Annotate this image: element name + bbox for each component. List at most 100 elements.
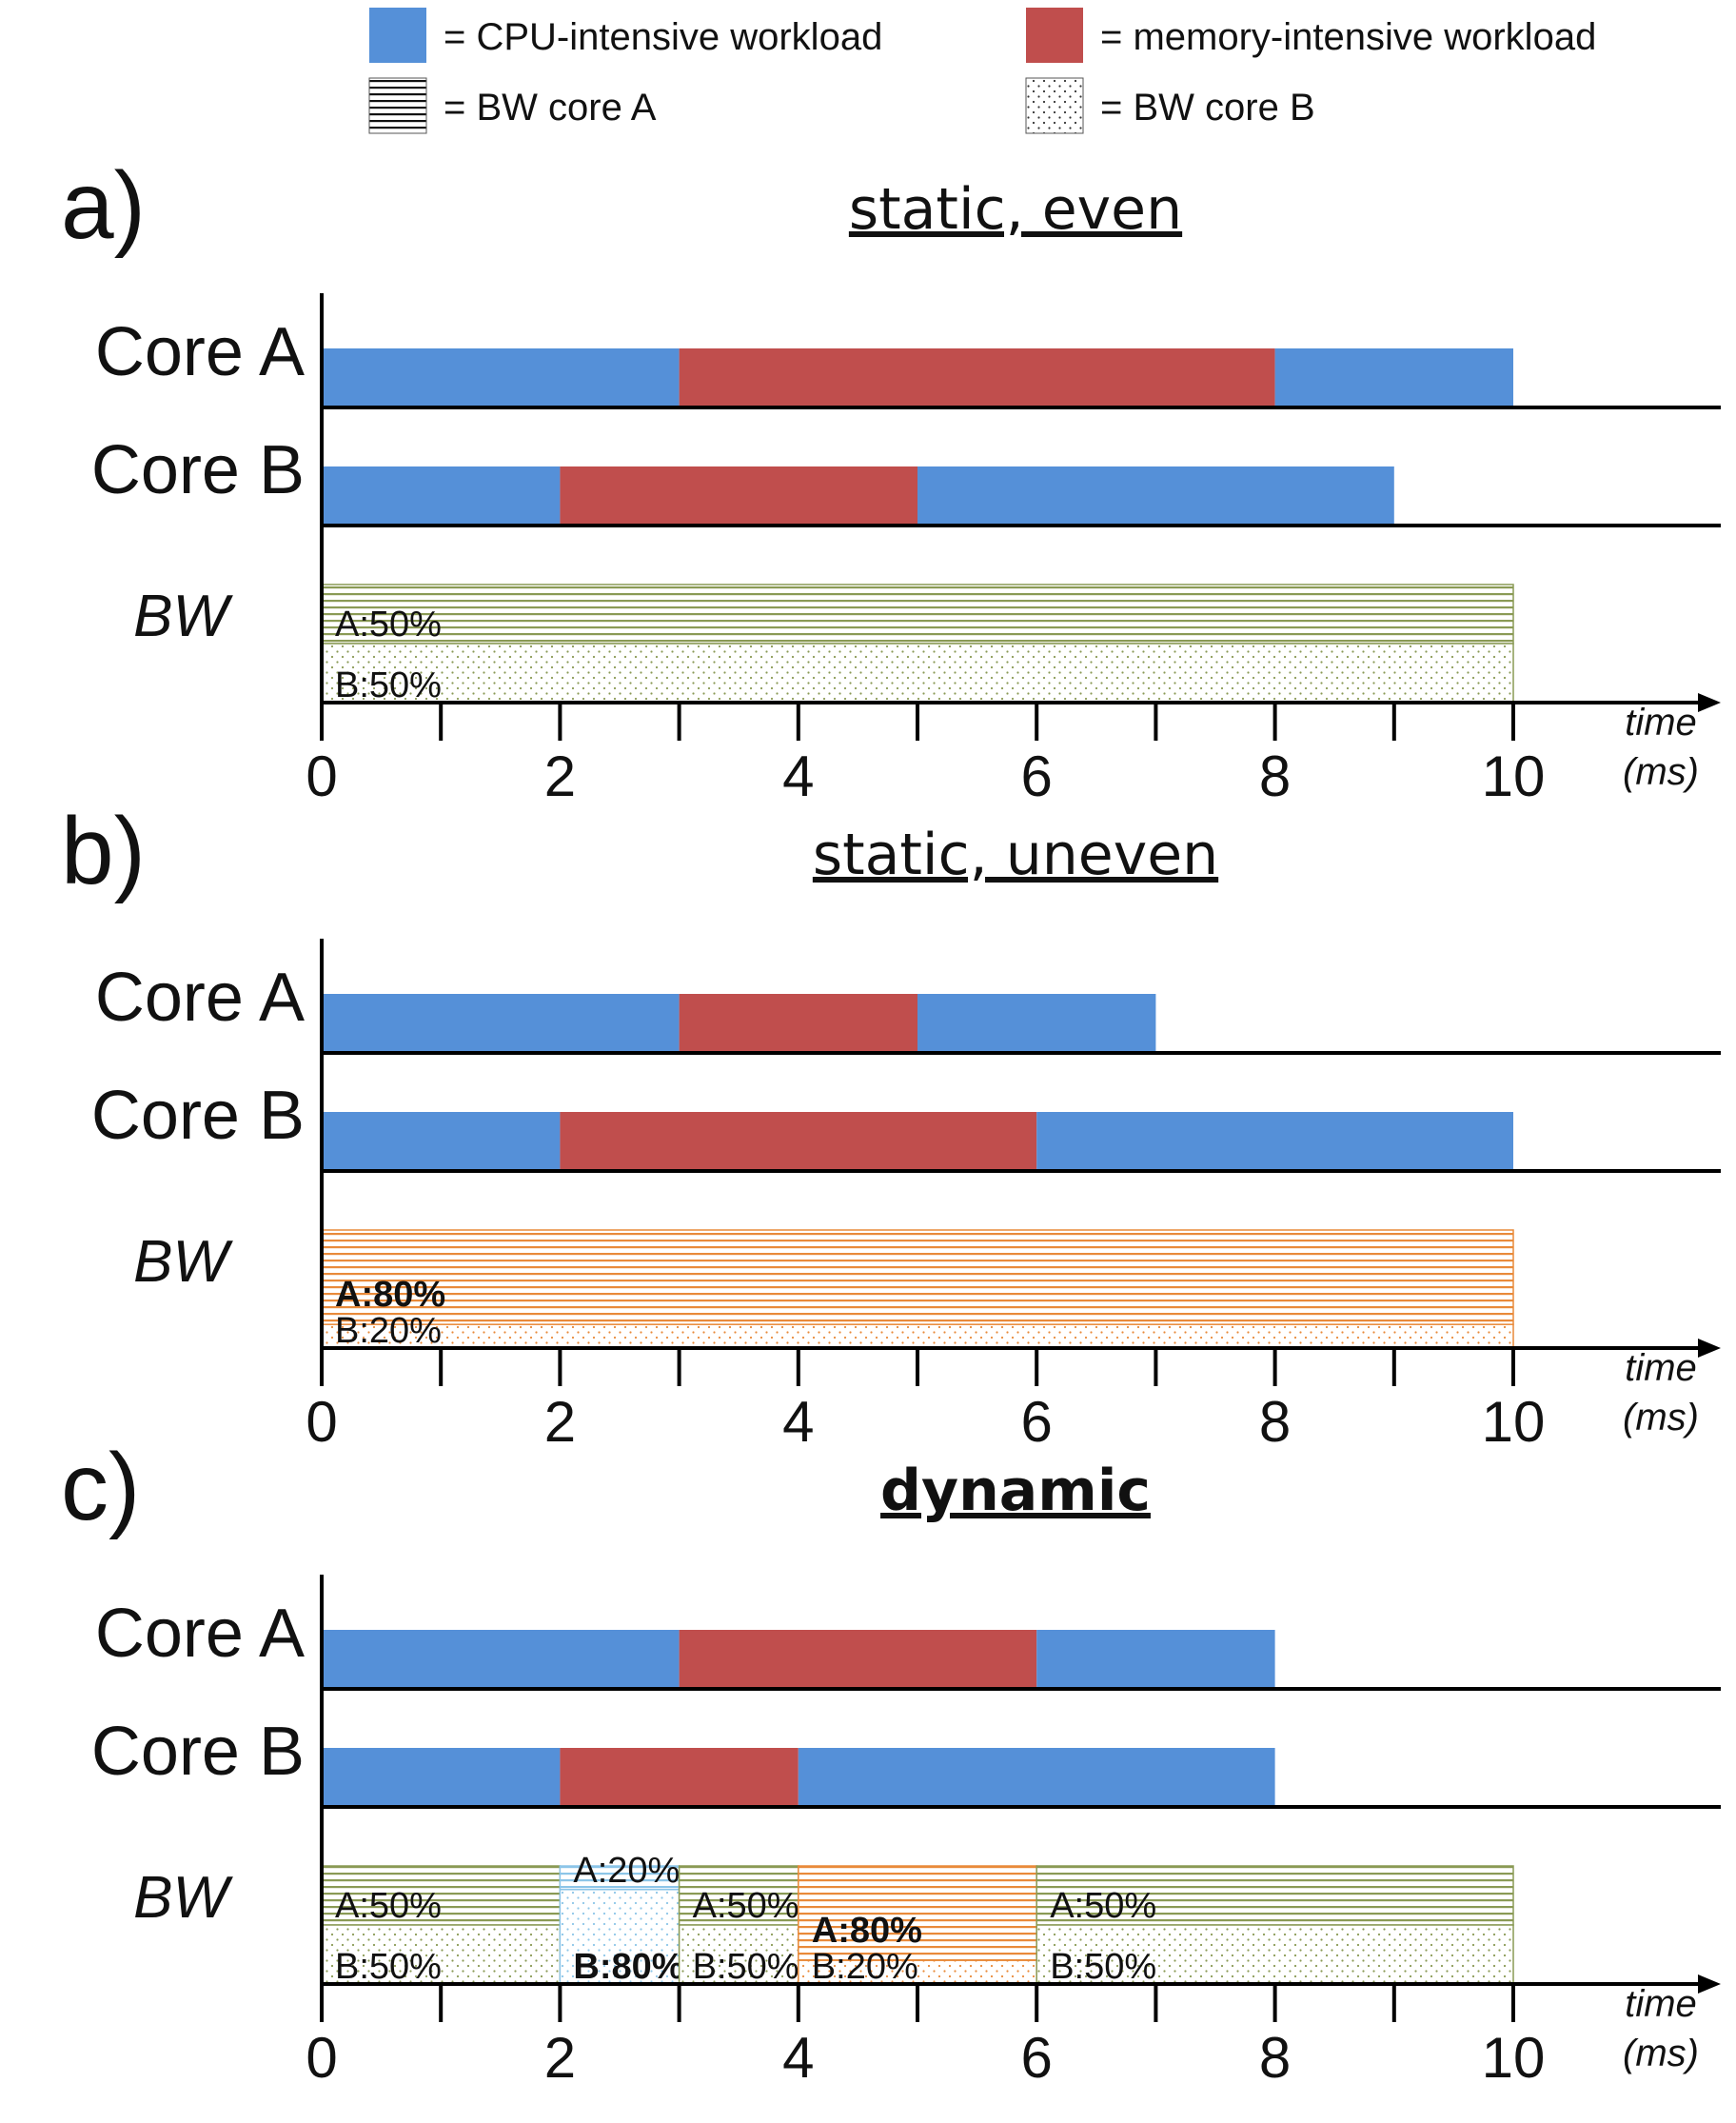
panel-title: static, uneven (813, 822, 1218, 888)
bw-label-b: B:50% (1050, 1947, 1156, 1987)
panel-a: a) static, even Core A Core B BW A:50% B:50% 0 2… (61, 152, 1721, 808)
bw-label-a: A:50% (335, 1886, 442, 1926)
x-tick-label: 6 (1021, 2026, 1053, 2090)
row-label-core-b: Core B (91, 1714, 305, 1790)
bw-label-b: B:80% (573, 1947, 683, 1987)
bw-segment: A:20% B:80% (559, 1851, 684, 1987)
bw-segment: A:50% B:50% (321, 584, 1514, 705)
bw-share-a (321, 1229, 1514, 1325)
core-a-bar-cpu (322, 348, 680, 407)
x-axis-label: time (1625, 702, 1697, 744)
bw-segment: A:50% B:50% (678, 1865, 799, 1987)
x-tick-label: 8 (1259, 1390, 1291, 1454)
x-axis-unit: (ms) (1623, 2033, 1699, 2074)
row-label-bw: BW (133, 584, 233, 649)
x-axis-label: time (1625, 1983, 1697, 2025)
x-axis-unit: (ms) (1623, 1397, 1699, 1438)
bw-label-a: A:80% (812, 1911, 922, 1951)
core-a-bar-cpu (322, 994, 680, 1053)
legend-swatch-cpu (369, 8, 426, 63)
row-label-bw: BW (133, 1865, 233, 1931)
bw-share-a (1036, 1865, 1514, 1926)
core-b-bar-cpu (798, 1748, 1275, 1807)
x-tick-label: 4 (782, 1390, 814, 1454)
panel-c: c) dynamic Core A Core B BW A:50% B:50% A:20% B:… (61, 1434, 1721, 2090)
bw-share-b (559, 1889, 681, 1985)
core-b-bar-mem (560, 466, 917, 526)
core-b-bar-mem (560, 1748, 799, 1807)
row-label-core-a: Core A (95, 960, 305, 1036)
bw-label-b: B:20% (812, 1947, 918, 1987)
row-label-core-a: Core A (95, 1596, 305, 1672)
bw-share-a (321, 584, 1514, 645)
legend-swatch-bwB (1025, 77, 1084, 134)
bw-share-b (678, 1924, 799, 1985)
time-axis-arrow (1698, 1974, 1721, 1994)
bw-segment: A:80%B:20% (798, 1865, 1037, 1987)
core-a-bar-mem (679, 1630, 1037, 1689)
x-tick-label: 2 (544, 1390, 576, 1454)
bw-segment: A:80%B:20% (321, 1229, 1514, 1351)
legend-label-mem: = memory-intensive workload (1100, 16, 1596, 58)
x-tick-label: 8 (1259, 2026, 1291, 2090)
legend: = CPU-intensive workload = memory-intensi… (368, 8, 1596, 134)
legend-label-bwA: = BW core A (444, 87, 657, 129)
core-a-bar-cpu (1274, 348, 1513, 407)
panel-b: b) static, uneven Core A Core B BW A:80%B:20%… (61, 798, 1721, 1454)
core-b-bar-cpu (322, 466, 561, 526)
x-tick-label: 4 (782, 744, 814, 808)
core-b-bar-mem (560, 1112, 1037, 1171)
x-tick-label: 6 (1021, 744, 1053, 808)
bw-label-b: B:50% (335, 665, 442, 705)
legend-item-mem: = memory-intensive workload (1026, 8, 1596, 63)
bw-share-a (678, 1865, 799, 1926)
legend-item-bwB: = BW core B (1025, 77, 1315, 134)
row-label-bw: BW (133, 1229, 233, 1295)
bw-segment: A:50% B:50% (321, 1865, 562, 1987)
x-tick-label: 10 (1482, 2026, 1546, 2090)
core-a-bar-cpu (1036, 1630, 1275, 1689)
legend-swatch-mem (1026, 8, 1083, 63)
core-b-bar-cpu (1036, 1112, 1513, 1171)
bw-label-a: A:80% (335, 1275, 445, 1315)
bw-segment: A:50% B:50% (1036, 1865, 1514, 1987)
bw-share-b (321, 643, 1514, 704)
row-label-core-b: Core B (91, 1078, 305, 1154)
legend-item-cpu: = CPU-intensive workload (369, 8, 882, 63)
bw-label-a: A:50% (335, 605, 442, 645)
core-a-bar-mem (679, 348, 1275, 407)
bw-label-b: B:50% (335, 1947, 442, 1987)
x-tick-label: 0 (306, 2026, 337, 2090)
legend-label-cpu: = CPU-intensive workload (444, 16, 882, 58)
x-tick-label: 10 (1482, 1390, 1546, 1454)
x-tick-label: 0 (306, 1390, 337, 1454)
core-b-bar-cpu (917, 466, 1394, 526)
x-axis-label: time (1625, 1347, 1697, 1389)
x-tick-label: 10 (1482, 744, 1546, 808)
bw-label-a: A:50% (693, 1886, 799, 1926)
bw-label-a: A:20% (573, 1851, 680, 1891)
core-a-bar-cpu (322, 1630, 680, 1689)
panel-letter: c) (61, 1434, 140, 1540)
core-a-bar-mem (679, 994, 917, 1053)
x-tick-label: 8 (1259, 744, 1291, 808)
bw-label-b: B:20% (335, 1311, 442, 1351)
row-label-core-b: Core B (91, 432, 305, 508)
bw-label-a: A:50% (1050, 1886, 1156, 1926)
row-label-core-a: Core A (95, 314, 305, 390)
bw-share-b (798, 1959, 1037, 1985)
time-axis-arrow (1698, 693, 1721, 712)
panel-letter: a) (61, 152, 146, 259)
x-tick-label: 2 (544, 744, 576, 808)
legend-label-bwB: = BW core B (1100, 87, 1315, 129)
x-axis-unit: (ms) (1623, 751, 1699, 793)
bw-share-b (321, 1323, 1514, 1349)
x-tick-label: 4 (782, 2026, 814, 2090)
legend-swatch-bwA (368, 77, 427, 134)
panel-letter: b) (61, 798, 146, 904)
x-tick-label: 2 (544, 2026, 576, 2090)
core-b-bar-cpu (322, 1112, 561, 1171)
x-tick-label: 0 (306, 744, 337, 808)
